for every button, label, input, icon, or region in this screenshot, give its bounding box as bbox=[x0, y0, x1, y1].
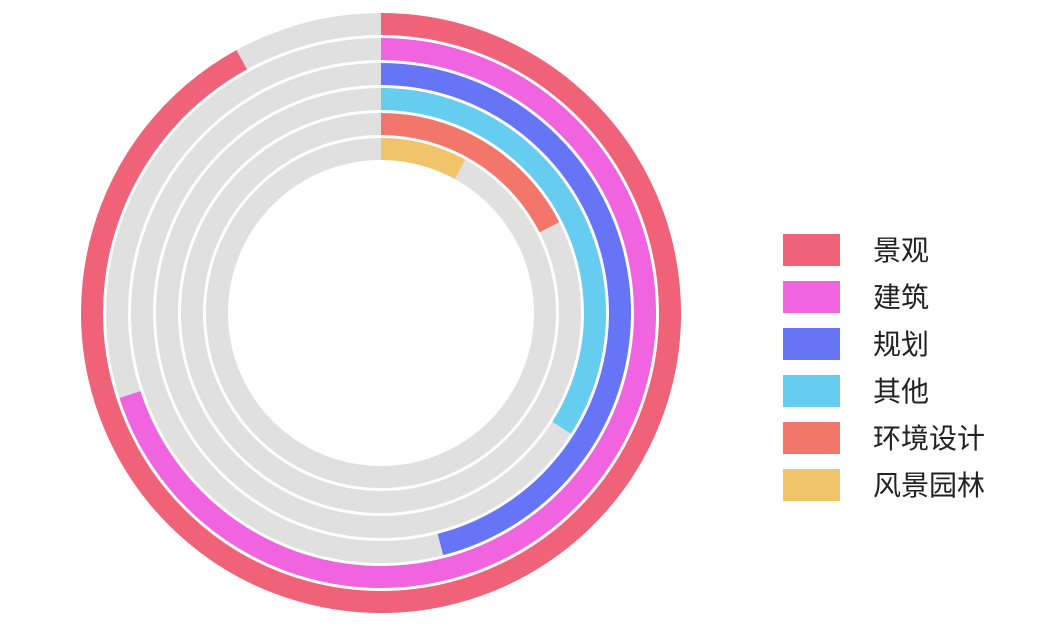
legend-swatch bbox=[783, 281, 840, 313]
legend-swatch bbox=[783, 328, 840, 360]
ring-bar bbox=[380, 138, 466, 180]
legend-label: 景观 bbox=[873, 234, 929, 267]
legend-label: 建筑 bbox=[873, 281, 929, 314]
legend-label: 其他 bbox=[873, 375, 929, 408]
ring-bar bbox=[81, 13, 681, 613]
ring-bar bbox=[380, 113, 560, 233]
ring-track bbox=[206, 138, 556, 488]
ring-bar bbox=[380, 63, 631, 556]
legend-swatch bbox=[783, 422, 840, 454]
ring-bar bbox=[119, 38, 656, 588]
legend-swatch bbox=[783, 375, 840, 407]
legend-label: 风景园林 bbox=[873, 469, 985, 502]
legend-label: 环境设计 bbox=[873, 422, 985, 455]
legend-swatch bbox=[783, 234, 840, 266]
legend-label: 规划 bbox=[873, 328, 929, 361]
ring-bar bbox=[380, 88, 607, 434]
legend-swatch bbox=[783, 469, 840, 501]
